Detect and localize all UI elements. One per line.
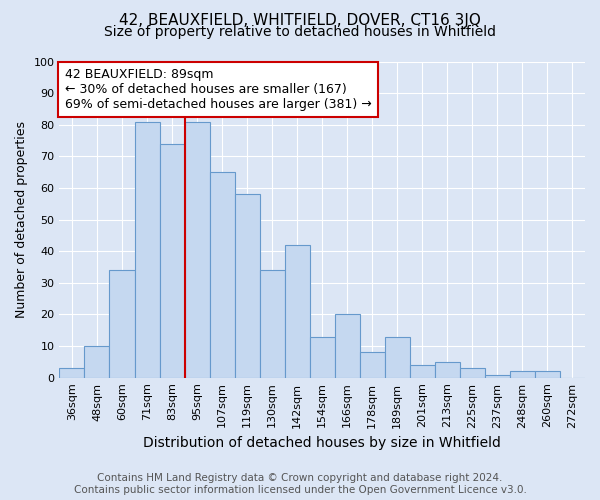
Bar	[109, 270, 134, 378]
Bar	[435, 362, 460, 378]
Text: 42 BEAUXFIELD: 89sqm
← 30% of detached houses are smaller (167)
69% of semi-deta: 42 BEAUXFIELD: 89sqm ← 30% of detached h…	[65, 68, 371, 111]
Bar	[209, 172, 235, 378]
Bar	[310, 336, 335, 378]
Text: Contains HM Land Registry data © Crown copyright and database right 2024.
Contai: Contains HM Land Registry data © Crown c…	[74, 474, 526, 495]
Text: 42, BEAUXFIELD, WHITFIELD, DOVER, CT16 3JQ: 42, BEAUXFIELD, WHITFIELD, DOVER, CT16 3…	[119, 12, 481, 28]
Bar	[360, 352, 385, 378]
Bar	[510, 372, 535, 378]
Bar	[235, 194, 260, 378]
Bar	[260, 270, 284, 378]
Y-axis label: Number of detached properties: Number of detached properties	[15, 121, 28, 318]
Bar	[335, 314, 360, 378]
Bar	[185, 122, 209, 378]
Bar	[460, 368, 485, 378]
Bar	[160, 144, 185, 378]
Bar	[410, 365, 435, 378]
Bar	[284, 245, 310, 378]
Bar	[535, 372, 560, 378]
Bar	[85, 346, 109, 378]
Bar	[485, 374, 510, 378]
X-axis label: Distribution of detached houses by size in Whitfield: Distribution of detached houses by size …	[143, 436, 501, 450]
Bar	[59, 368, 85, 378]
Bar	[385, 336, 410, 378]
Bar	[134, 122, 160, 378]
Text: Size of property relative to detached houses in Whitfield: Size of property relative to detached ho…	[104, 25, 496, 39]
